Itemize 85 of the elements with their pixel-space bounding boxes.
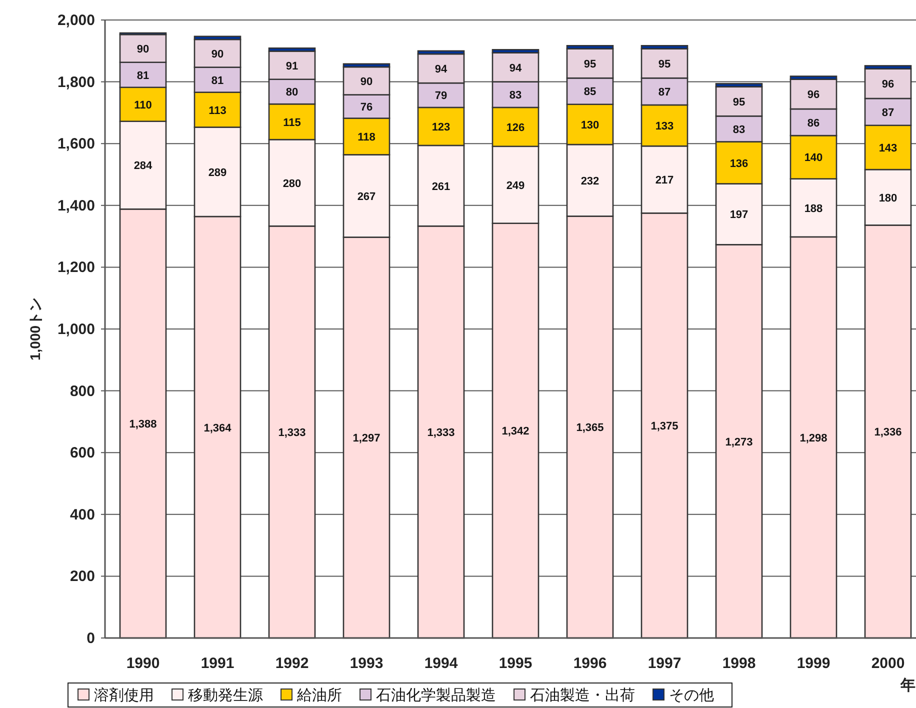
x-tick-label: 1997	[648, 655, 682, 672]
x-tick-label: 1996	[573, 655, 607, 672]
data-label: 249	[506, 180, 525, 192]
y-tick-label: 1,200	[57, 259, 95, 276]
data-label: 136	[730, 158, 748, 170]
data-label: 232	[580, 175, 600, 188]
data-label: 96	[882, 78, 894, 91]
data-label: 115	[283, 116, 301, 129]
legend-label: 石油製造・出荷	[530, 687, 635, 704]
y-tick-label: 800	[70, 382, 95, 400]
data-label: 1,364	[204, 422, 232, 434]
y-tick-label: 600	[70, 444, 95, 462]
data-label: 90	[360, 76, 373, 88]
data-label: 87	[658, 86, 671, 99]
data-label: 90	[136, 43, 150, 56]
data-label: 261	[432, 180, 450, 193]
data-label: 289	[208, 166, 227, 179]
data-label: 95	[584, 58, 596, 70]
data-label: 87	[882, 106, 894, 119]
data-label: 81	[136, 70, 150, 82]
legend-label: その他	[669, 687, 714, 704]
data-label: 267	[357, 190, 376, 203]
x-tick-label: 1995	[498, 655, 532, 672]
x-tick-label: 1998	[722, 655, 756, 672]
data-label: 123	[432, 121, 450, 134]
x-tick-label: 1991	[200, 655, 234, 672]
y-tick-label: 1,400	[57, 197, 95, 214]
data-label: 95	[732, 96, 746, 108]
y-tick-label: 1,800	[57, 74, 95, 91]
data-label: 83	[732, 124, 746, 136]
data-label: 197	[730, 209, 748, 222]
y-tick-label: 2,000	[57, 12, 95, 29]
data-label: 94	[509, 62, 522, 74]
data-label: 76	[360, 102, 373, 114]
y-axis-title: 1,000トン	[27, 297, 43, 361]
x-tick-label: 1994	[424, 655, 458, 672]
data-label: 1,365	[576, 422, 604, 434]
data-label: 1,273	[725, 436, 753, 448]
data-label: 1,375	[650, 420, 678, 433]
y-tick-label: 1,000	[57, 321, 95, 338]
data-label: 1,333	[427, 427, 455, 440]
legend-label: 溶剤使用	[94, 687, 154, 704]
legend-label: 給油所	[296, 687, 342, 704]
data-label: 284	[134, 160, 154, 172]
data-label: 180	[878, 192, 898, 204]
x-tick-label: 1999	[796, 655, 830, 672]
data-label: 140	[804, 152, 823, 164]
data-label: 83	[509, 90, 522, 102]
data-label: 86	[807, 117, 820, 130]
y-tick-label: 1,600	[57, 136, 95, 153]
data-label: 85	[584, 86, 596, 98]
data-label: 113	[208, 104, 226, 117]
data-label: 1,297	[352, 432, 380, 445]
data-label: 96	[807, 89, 820, 102]
x-tick-label: 1990	[126, 655, 160, 672]
data-label: 80	[286, 86, 298, 99]
data-label: 143	[878, 142, 898, 154]
data-label: 1,342	[502, 426, 530, 438]
data-label: 118	[358, 131, 376, 144]
data-label: 133	[655, 120, 674, 133]
data-label: 1,333	[278, 427, 306, 440]
data-label: 90	[211, 48, 224, 60]
data-label: 79	[434, 90, 448, 102]
data-label: 91	[286, 60, 298, 72]
data-label: 1,388	[129, 418, 157, 431]
data-label: 95	[658, 58, 671, 70]
data-label: 130	[580, 119, 600, 132]
data-label: 110	[134, 99, 152, 112]
x-tick-label: 1993	[350, 655, 384, 672]
x-tick-label: 2000	[871, 655, 905, 672]
legend-label: 石油化学製品製造	[376, 687, 496, 704]
data-label: 81	[211, 74, 224, 87]
x-tick-label: 1992	[275, 655, 309, 672]
data-label: 280	[282, 178, 302, 190]
data-label: 1,336	[874, 426, 902, 439]
data-label: 94	[434, 64, 448, 76]
y-tick-label: 400	[70, 506, 95, 524]
legend-label: 移動発生源	[188, 687, 263, 704]
y-tick-label: 200	[70, 568, 95, 586]
data-label: 126	[506, 122, 525, 134]
x-axis-title: 年	[900, 677, 916, 694]
data-label: 188	[804, 202, 823, 215]
y-tick-label: 0	[86, 630, 95, 647]
data-label: 1,298	[800, 432, 828, 444]
data-label: 217	[655, 174, 674, 187]
